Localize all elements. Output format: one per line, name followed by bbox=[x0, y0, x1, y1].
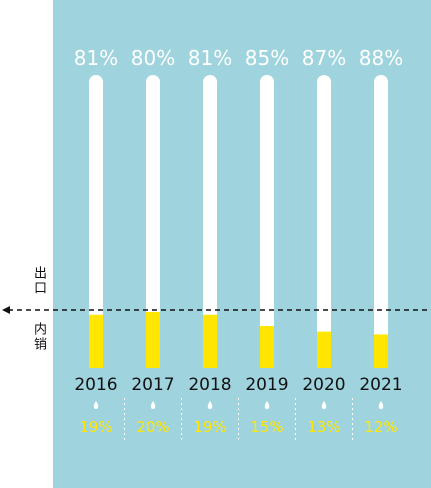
domestic-side-label: 内销 bbox=[31, 322, 46, 352]
domestic-pct-label-2020: 13% bbox=[307, 418, 340, 436]
bar-domestic-2019 bbox=[260, 326, 274, 368]
year-tick-label-2021: 2021 bbox=[359, 375, 402, 395]
export-pct-label-2020: 87% bbox=[302, 46, 346, 70]
bar-track-2021 bbox=[374, 75, 388, 368]
bar-domestic-2018 bbox=[203, 314, 217, 368]
droplet-icon bbox=[321, 401, 327, 409]
bar-domestic-2017 bbox=[146, 312, 160, 368]
bar-domestic-2021 bbox=[374, 334, 388, 368]
droplet-icon bbox=[378, 401, 384, 409]
export-pct-label-2019: 85% bbox=[245, 46, 289, 70]
export-side-label: 出口 bbox=[31, 266, 46, 296]
bar-domestic-2020 bbox=[317, 331, 331, 368]
year-tick-label-2018: 2018 bbox=[188, 375, 231, 395]
arrow-left-icon bbox=[2, 306, 10, 314]
chart-panel bbox=[53, 0, 431, 488]
domestic-pct-label-2018: 19% bbox=[193, 418, 226, 436]
droplet-icon bbox=[264, 401, 270, 409]
droplet-icon bbox=[93, 401, 99, 409]
year-tick-label-2020: 2020 bbox=[302, 375, 345, 395]
domestic-pct-label-2016: 19% bbox=[79, 418, 112, 436]
year-tick-label-2016: 2016 bbox=[74, 375, 117, 395]
bar-track-2016 bbox=[89, 75, 103, 368]
bar-track-2020 bbox=[317, 75, 331, 368]
domestic-pct-label-2019: 15% bbox=[250, 418, 283, 436]
export-pct-label-2017: 80% bbox=[131, 46, 175, 70]
domestic-pct-label-2017: 20% bbox=[136, 418, 169, 436]
year-tick-label-2017: 2017 bbox=[131, 375, 174, 395]
domestic-pct-label-2021: 12% bbox=[364, 418, 397, 436]
export-pct-label-2021: 88% bbox=[359, 46, 403, 70]
bar-track-2017 bbox=[146, 75, 160, 368]
droplet-icon bbox=[207, 401, 213, 409]
export-pct-label-2016: 81% bbox=[74, 46, 118, 70]
bar-track-2019 bbox=[260, 75, 274, 368]
bar-track-2018 bbox=[203, 75, 217, 368]
droplet-icon bbox=[150, 401, 156, 409]
year-tick-label-2019: 2019 bbox=[245, 375, 288, 395]
bar-domestic-2016 bbox=[89, 314, 103, 368]
export-pct-label-2018: 81% bbox=[188, 46, 232, 70]
